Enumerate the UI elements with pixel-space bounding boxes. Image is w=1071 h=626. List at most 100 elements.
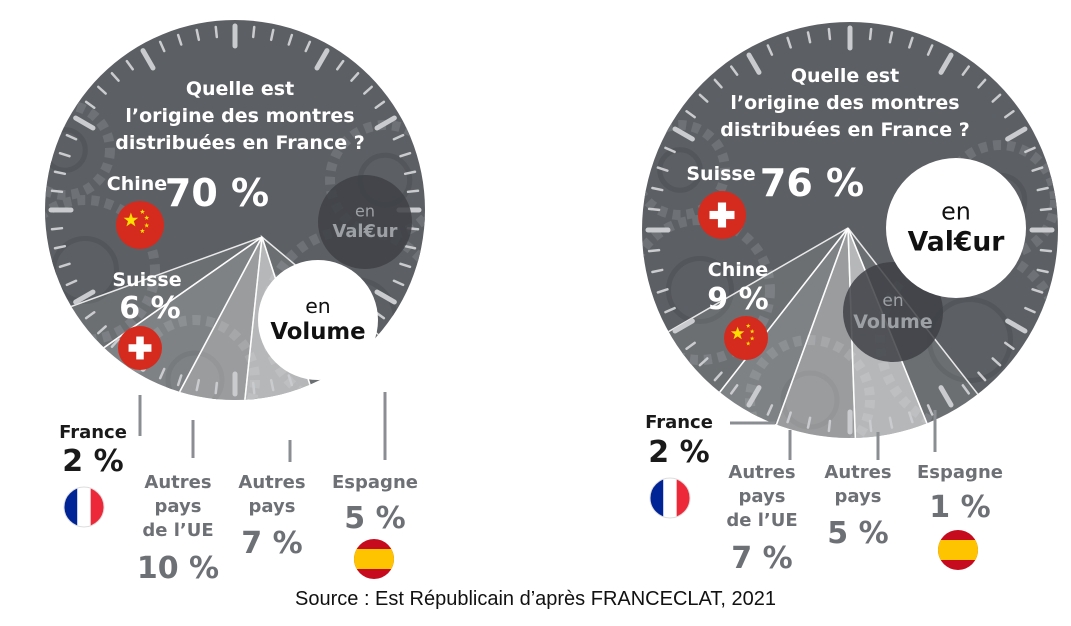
dial-tick (1039, 207, 1053, 212)
dial-tick (1036, 268, 1049, 274)
dial-tick (977, 371, 987, 382)
chart-title-line: distribuées en France ? (720, 119, 970, 141)
dial-tick (672, 318, 695, 334)
swiss-flag (118, 326, 162, 370)
dial-tick (647, 207, 661, 212)
dial-tick (287, 374, 294, 387)
flag-star (139, 209, 145, 214)
dial-tick (125, 59, 134, 71)
slice-label-bottom: Autres pays 5 % (824, 432, 892, 551)
swiss-cross-h (709, 210, 735, 220)
slice-name: France (645, 412, 713, 433)
gear-icon (642, 120, 730, 220)
slice-value: 1 % (929, 490, 990, 525)
flag-star (749, 336, 755, 341)
dial-tick (806, 31, 812, 44)
dial-tick (403, 244, 417, 250)
dial-tick (214, 381, 219, 395)
dial-tick (746, 385, 762, 408)
dial-tick (110, 72, 120, 82)
dial-tick (656, 288, 669, 294)
dial-tick (1039, 248, 1053, 253)
slice-name: pays (739, 486, 786, 507)
dial-tick (269, 28, 275, 42)
chart-title-line: distribuées en France ? (115, 132, 365, 154)
dial-tick (991, 357, 1002, 367)
dial-tick (314, 48, 330, 71)
dial-tick (399, 262, 412, 269)
france-stripe-white (77, 487, 91, 527)
dial-tick (827, 27, 832, 41)
slice-value: 7 % (241, 526, 302, 561)
badge-inactive-prefix: en (882, 291, 903, 311)
gear-hub (165, 350, 225, 400)
swiss-flag (698, 191, 746, 239)
dial-tick (698, 93, 709, 103)
chart-title-line: l’origine des montres (730, 92, 959, 114)
dial-tick (827, 419, 832, 433)
dial-tick (1031, 166, 1044, 172)
spain-stripe-yellow (938, 540, 978, 560)
dial-tick (685, 110, 696, 119)
flag-star (745, 341, 751, 346)
dial-tick (888, 31, 894, 44)
dial-tick (656, 166, 669, 172)
flag-star (144, 222, 150, 228)
dial-tick (58, 262, 71, 269)
gear-icon (45, 195, 160, 345)
dial-tick (926, 44, 934, 56)
france-flag (649, 477, 691, 519)
dial-tick (664, 146, 676, 154)
spain-flag (938, 530, 978, 570)
gear-hub (780, 370, 840, 430)
flag-star (139, 228, 145, 234)
france-stripe-blue (64, 487, 78, 527)
slice-name: Suisse (686, 163, 755, 185)
spain-stripe-yellow (354, 549, 394, 569)
slice-label-bottom: Espagne 5 % (332, 392, 418, 579)
spain-flag-stripes (938, 530, 978, 570)
slice-name: de l’UE (142, 520, 213, 541)
dial-tick (698, 357, 709, 367)
dial-tick (363, 85, 373, 95)
dial-tick (806, 416, 812, 429)
chart-title-line: l’origine des montres (125, 105, 354, 127)
source-caption: Source : Est Républicain d’après FRANCEC… (295, 588, 776, 610)
badge-active-word: Volume (270, 319, 365, 345)
dial-tick (403, 170, 417, 176)
dial-tick (50, 226, 64, 231)
dial-tick (176, 374, 183, 387)
slice-name: Autres (144, 472, 211, 493)
slice-value: 9 % (707, 282, 768, 317)
dial-tick (176, 33, 183, 46)
dial-tick (868, 419, 873, 433)
dial-tick (685, 341, 696, 350)
dial-tick (374, 115, 397, 131)
slice-name: pays (155, 496, 202, 517)
slice-value: 70 % (165, 171, 269, 215)
dial-tick (374, 289, 397, 305)
badge-active-prefix: en (941, 198, 971, 226)
dial-tick (392, 279, 405, 287)
dial-tick (50, 189, 64, 194)
france-stripe-red (90, 487, 104, 527)
china-flag (116, 201, 164, 249)
dial-tick (730, 384, 739, 395)
dial-tick (786, 36, 792, 49)
france-flag (63, 486, 105, 528)
dial-tick (399, 151, 412, 158)
france-flag-stripes (64, 487, 104, 527)
slice-label-bottom: Autres pays 7 % (238, 440, 306, 561)
dial-tick (350, 72, 360, 82)
dial-tick (195, 378, 201, 392)
slice-name: pays (249, 496, 296, 517)
dial-tick (938, 52, 954, 75)
dial-tick (651, 268, 664, 274)
dial-tick (961, 65, 970, 76)
dial-tick (730, 65, 739, 76)
